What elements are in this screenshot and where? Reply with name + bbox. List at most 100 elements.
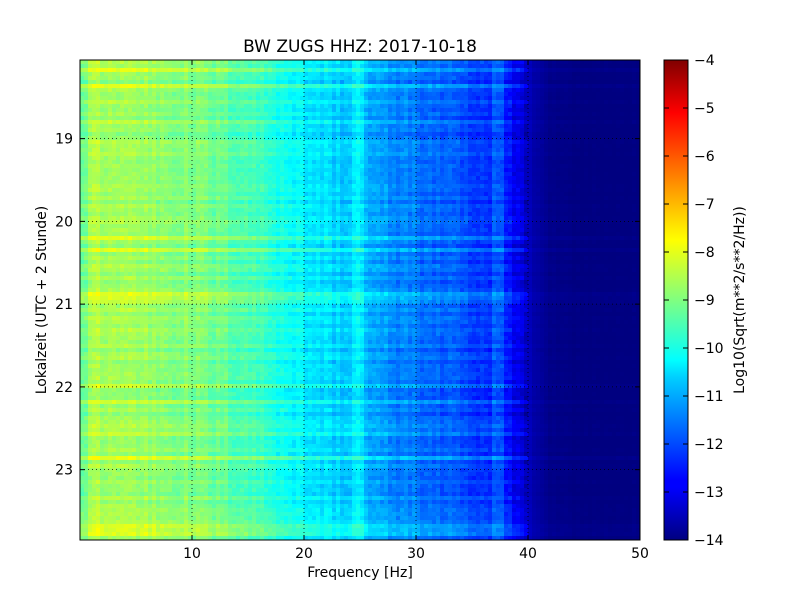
heatmap-cell [612,152,617,157]
heatmap-cell [556,180,561,185]
heatmap-cell [464,112,469,117]
heatmap-cell [488,164,493,169]
heatmap-cell [156,192,161,197]
heatmap-cell [452,128,457,133]
heatmap-cell [212,152,217,157]
heatmap-cell [164,168,169,173]
heatmap-cell [400,140,405,145]
heatmap-cell [104,136,109,141]
heatmap-cell [356,188,361,193]
heatmap-cell [608,192,613,197]
heatmap-cell [124,176,129,181]
heatmap-cell [544,196,549,201]
heatmap-cell [600,164,605,169]
heatmap-cell [168,140,173,145]
heatmap-cell [180,132,185,137]
heatmap-cell [164,172,169,177]
heatmap-cell [452,184,457,189]
heatmap-cell [628,144,633,149]
heatmap-cell [452,124,457,129]
heatmap-cell [592,112,597,117]
heatmap-cell [112,96,117,101]
heatmap-cell [516,136,521,141]
heatmap-cell [316,104,321,109]
heatmap-cell [396,136,401,141]
heatmap-cell [432,176,437,181]
heatmap-cell [628,100,633,105]
heatmap-cell [516,192,521,197]
heatmap-cell [268,160,273,165]
heatmap-cell [384,180,389,185]
heatmap-cell [472,160,477,165]
heatmap-cell [220,80,225,85]
heatmap-cell [620,196,625,201]
heatmap-cell [520,140,525,145]
heatmap-cell [364,188,369,193]
heatmap-cell [444,112,449,117]
heatmap-cell [144,184,149,189]
heatmap-cell [204,108,209,113]
heatmap-cell [324,168,329,173]
heatmap-cell [136,132,141,137]
heatmap-cell [156,104,161,109]
heatmap-cell [188,152,193,157]
heatmap-cell [320,84,325,89]
heatmap-cell [212,96,217,101]
heatmap-cell [380,68,385,73]
heatmap-cell [244,68,249,73]
heatmap-cell [480,96,485,101]
heatmap-cell [272,200,277,205]
heatmap-cell [228,144,233,149]
heatmap-cell [80,116,85,121]
heatmap-cell [396,200,401,205]
heatmap-cell [100,180,105,185]
heatmap-cell [420,152,425,157]
heatmap-cell [420,108,425,113]
heatmap-cell [236,176,241,181]
heatmap-cell [116,64,121,69]
heatmap-cell [108,92,113,97]
heatmap-cell [344,124,349,129]
heatmap-cell [588,136,593,141]
heatmap-cell [188,184,193,189]
heatmap-cell [332,184,337,189]
heatmap-cell [628,116,633,121]
heatmap-cell [140,168,145,173]
heatmap-cell [164,100,169,105]
heatmap-cell [496,92,501,97]
heatmap-cell [156,88,161,93]
heatmap-cell [492,92,497,97]
heatmap-cell [616,168,621,173]
heatmap-cell [164,76,169,81]
heatmap-cell [84,200,89,205]
heatmap-cell [448,68,453,73]
heatmap-cell [88,100,93,105]
chart-title: BW ZUGS HHZ: 2017-10-18 [243,37,477,57]
heatmap-cell [416,112,421,117]
heatmap-cell [384,112,389,117]
heatmap-cell [492,112,497,117]
heatmap-cell [504,156,509,161]
heatmap-cell [440,60,445,65]
heatmap-cell [312,152,317,157]
heatmap-cell [268,116,273,121]
heatmap-cell [260,156,265,161]
heatmap-cell [180,180,185,185]
heatmap-cell [96,172,101,177]
heatmap-cell [336,164,341,169]
heatmap-cell [252,172,257,177]
heatmap-cell [276,60,281,65]
heatmap-cell [80,112,85,117]
heatmap-cell [544,160,549,165]
heatmap-cell [104,144,109,149]
heatmap-cell [428,88,433,93]
heatmap-cell [536,100,541,105]
heatmap-cell [316,72,321,77]
heatmap-cell [280,148,285,153]
heatmap-cell [432,156,437,161]
heatmap-cell [568,152,573,157]
heatmap-cell [264,100,269,105]
heatmap-cell [464,172,469,177]
heatmap-cell [116,180,121,185]
heatmap-cell [348,124,353,129]
